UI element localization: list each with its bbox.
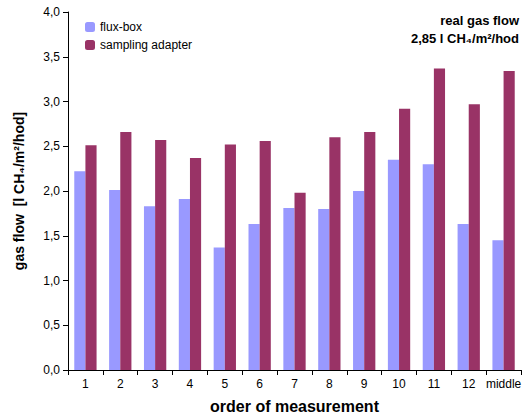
- svg-text:8: 8: [326, 377, 333, 391]
- svg-text:0,0: 0,0: [43, 363, 60, 377]
- svg-text:real gas flow: real gas flow: [440, 13, 520, 28]
- svg-text:9: 9: [361, 377, 368, 391]
- svg-text:3,0: 3,0: [43, 95, 60, 109]
- svg-text:5: 5: [221, 377, 228, 391]
- svg-text:4,0: 4,0: [43, 5, 60, 19]
- svg-text:10: 10: [392, 377, 406, 391]
- svg-text:1,5: 1,5: [43, 229, 60, 243]
- svg-text:flux-box: flux-box: [100, 20, 142, 34]
- svg-text:7: 7: [291, 377, 298, 391]
- svg-text:11: 11: [428, 377, 441, 391]
- svg-text:middle: middle: [486, 377, 522, 391]
- svg-text:4: 4: [187, 377, 194, 391]
- svg-text:gas flow [l CH₄/m²/hod]: gas flow [l CH₄/m²/hod]: [11, 112, 27, 270]
- svg-text:1: 1: [82, 377, 89, 391]
- svg-text:2,5: 2,5: [43, 139, 60, 153]
- svg-text:1,0: 1,0: [43, 274, 60, 288]
- svg-text:2: 2: [117, 377, 124, 391]
- svg-text:order of measurement: order of measurement: [210, 398, 380, 415]
- svg-text:3: 3: [152, 377, 159, 391]
- svg-text:sampling adapter: sampling adapter: [100, 38, 192, 52]
- svg-text:2,0: 2,0: [43, 184, 60, 198]
- svg-text:6: 6: [256, 377, 263, 391]
- svg-text:2,85 l CH₄/m²/hod: 2,85 l CH₄/m²/hod: [411, 31, 519, 46]
- svg-text:0,5: 0,5: [43, 318, 60, 332]
- svg-text:3,5: 3,5: [43, 50, 60, 64]
- svg-text:12: 12: [462, 377, 476, 391]
